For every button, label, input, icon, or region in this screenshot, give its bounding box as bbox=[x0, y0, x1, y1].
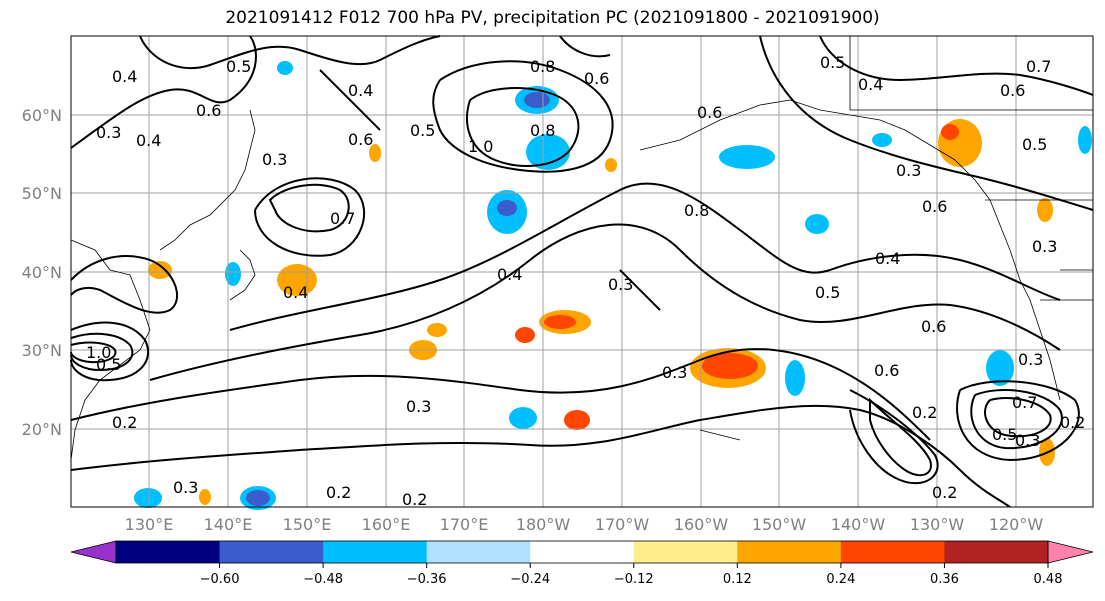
lat-label: 50°N bbox=[22, 184, 62, 203]
lat-label: 40°N bbox=[22, 263, 62, 282]
contour-label: 0.3 bbox=[1018, 350, 1043, 369]
contour-label: 0.4 bbox=[875, 249, 900, 268]
colorbar-tick-label: −0.12 bbox=[614, 572, 654, 587]
lon-label: 180°W bbox=[516, 515, 571, 534]
colorbar-segment bbox=[219, 541, 324, 563]
contour-label: 0.3 bbox=[96, 123, 121, 142]
contour-label: 0.4 bbox=[283, 283, 308, 302]
contour-label: 1.0 bbox=[468, 137, 493, 156]
contour-label: 0.6 bbox=[196, 101, 221, 120]
colorbar-segment bbox=[116, 541, 221, 563]
map-title: 2021091412 F012 700 hPa PV, precipitatio… bbox=[225, 8, 880, 28]
colorbar-tick-label: −0.24 bbox=[510, 572, 550, 587]
lon-label: 130°E bbox=[125, 515, 174, 534]
lon-label: 160°W bbox=[674, 515, 729, 534]
longitude-labels: 130°E 140°E 150°E 160°E 170°E 180°W 170°… bbox=[125, 515, 1044, 534]
graticule bbox=[71, 36, 1093, 507]
colorbar-tick-label: 0.24 bbox=[826, 572, 855, 587]
colorbar-tick-label: 0.12 bbox=[723, 572, 752, 587]
colorbar-segment bbox=[530, 541, 635, 563]
colorbar-segment bbox=[944, 541, 1049, 563]
lat-label: 60°N bbox=[22, 106, 62, 125]
lon-label: 170°E bbox=[440, 515, 489, 534]
colorbar-tick-label: −0.36 bbox=[407, 572, 447, 587]
contour-label: 0.2 bbox=[1060, 413, 1085, 432]
colorbar-segment bbox=[840, 541, 945, 563]
colorbar-segment bbox=[633, 541, 738, 563]
colorbar-segment bbox=[737, 541, 842, 563]
pv-contours bbox=[70, 35, 1094, 508]
colorbar: −0.60 −0.48 −0.36 −0.24 −0.12 0.12 0.24 0.36 0.4… bbox=[70, 540, 1094, 587]
contour-label: 0.7 bbox=[1012, 393, 1037, 412]
contour-label: 0.3 bbox=[1032, 237, 1057, 256]
contour-label: 0.6 bbox=[697, 103, 722, 122]
colorbar-tick-label: −0.48 bbox=[303, 572, 343, 587]
contour-label: 0.6 bbox=[348, 130, 373, 149]
contour-label: 0.5 bbox=[96, 355, 121, 374]
contour-label: 0.5 bbox=[820, 53, 845, 72]
contour-label: 0.3 bbox=[896, 161, 921, 180]
contour-label: 1.0 bbox=[86, 343, 111, 362]
lon-label: 170°W bbox=[595, 515, 650, 534]
colorbar-tick-label: 0.48 bbox=[1034, 572, 1063, 587]
contour-label: 0.4 bbox=[136, 131, 161, 150]
contour-label: 0.2 bbox=[912, 403, 937, 422]
contour-label: 0.4 bbox=[112, 67, 137, 86]
lon-label: 130°W bbox=[910, 515, 965, 534]
lat-label: 30°N bbox=[22, 341, 62, 360]
contour-label: 0.5 bbox=[992, 425, 1017, 444]
contour-label: 0.2 bbox=[326, 483, 351, 502]
contour-label: 0.4 bbox=[858, 75, 883, 94]
lon-label: 150°E bbox=[283, 515, 332, 534]
contour-label: 0.3 bbox=[608, 275, 633, 294]
contour-label: 0.7 bbox=[330, 209, 355, 228]
colorbar-tick-label: 0.36 bbox=[930, 572, 959, 587]
contour-label: 0.8 bbox=[530, 57, 555, 76]
colorbar-extend-low bbox=[70, 540, 117, 564]
contour-label: 0.6 bbox=[1000, 81, 1025, 100]
contour-label: 0.4 bbox=[497, 265, 522, 284]
contour-label: 0.3 bbox=[262, 150, 287, 169]
lon-label: 160°E bbox=[362, 515, 411, 534]
contour-label: 0.8 bbox=[684, 201, 709, 220]
contour-label: 0.6 bbox=[922, 197, 947, 216]
contour-label: 0.5 bbox=[226, 57, 251, 76]
lon-label: 120°W bbox=[989, 515, 1044, 534]
colorbar-border bbox=[115, 540, 1049, 564]
contour-label: 0.5 bbox=[410, 121, 435, 140]
latitude-labels: 60°N 50°N 40°N 30°N 20°N bbox=[22, 106, 62, 439]
contour-label: 0.7 bbox=[1026, 57, 1051, 76]
contour-label: 0.8 bbox=[530, 121, 555, 140]
colorbar-segment bbox=[426, 541, 531, 563]
contour-labels: 0.4 0.5 0.6 0.4 0.3 0.6 0.8 0.8 1.0 0.4 … bbox=[86, 53, 1085, 509]
lon-label: 140°E bbox=[204, 515, 253, 534]
colorbar-extend-high bbox=[1047, 540, 1094, 564]
contour-label: 0.2 bbox=[402, 490, 427, 509]
contour-label: 0.5 bbox=[815, 283, 840, 302]
contour-label: 0.2 bbox=[112, 413, 137, 432]
contour-label: 0.3 bbox=[662, 363, 687, 382]
contour-label: 0.5 bbox=[1022, 135, 1047, 154]
contour-label: 0.4 bbox=[348, 81, 373, 100]
contour-label: 0.3 bbox=[1015, 431, 1040, 450]
contour-label: 0.6 bbox=[921, 317, 946, 336]
lon-label: 140°W bbox=[831, 515, 886, 534]
contour-label: 0.3 bbox=[406, 397, 431, 416]
lat-label: 20°N bbox=[22, 420, 62, 439]
contour-label: 0.6 bbox=[874, 361, 899, 380]
map-frame bbox=[70, 35, 1094, 508]
contour-label: 0.2 bbox=[932, 483, 957, 502]
coastlines bbox=[70, 36, 1093, 461]
contour-label: 0.3 bbox=[173, 478, 198, 497]
lon-label: 150°W bbox=[752, 515, 807, 534]
precipitation-shading bbox=[134, 61, 1092, 510]
contour-label: 0.6 bbox=[584, 69, 609, 88]
colorbar-tick-label: −0.60 bbox=[200, 572, 240, 587]
colorbar-segment bbox=[323, 541, 428, 563]
